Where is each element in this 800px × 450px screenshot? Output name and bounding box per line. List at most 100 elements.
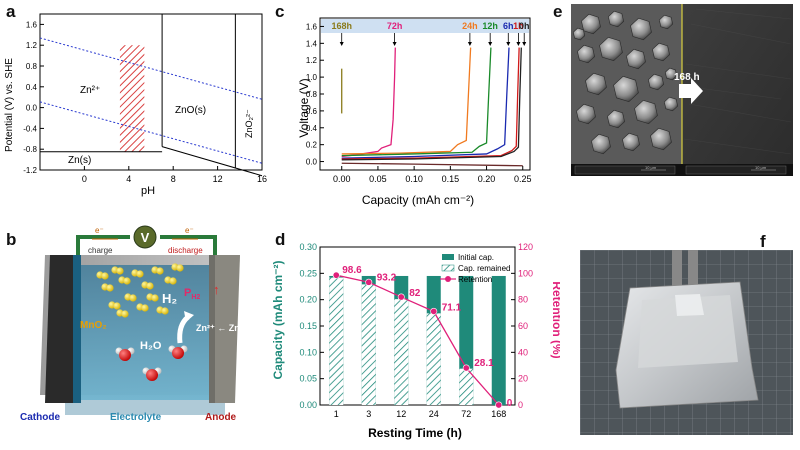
b-h2-bubble [116, 267, 124, 275]
panel-label-d: d [275, 230, 286, 249]
c-ytick-label: 0.2 [306, 141, 318, 150]
a-ytick-label: -1.2 [23, 166, 37, 175]
d-ytick-left-label: 0.00 [299, 400, 317, 410]
d-retention-label: 82 [409, 288, 421, 299]
d-legend-retention-marker [445, 276, 451, 282]
panel-label-a: a [6, 2, 16, 21]
b-charge: charge [88, 246, 113, 255]
c-ytick-label: 0.6 [306, 107, 318, 116]
c-time-label: 24h [462, 21, 478, 31]
b-up-arrow: ↑ [213, 282, 220, 297]
d-ytick-right-label: 80 [518, 295, 528, 305]
c-series-0h [341, 47, 522, 161]
d-retention-point [332, 271, 340, 279]
a-region-zno2: ZnO₂²⁻ [244, 109, 254, 138]
d-ytick-left-label: 0.20 [299, 295, 317, 305]
e-168h-label: 168 h [674, 72, 700, 83]
e-crystal [599, 36, 623, 62]
d-legend-retention: Retention [458, 275, 492, 284]
b-h2o: H₂O [140, 340, 162, 352]
c-frame [319, 17, 531, 171]
a-xtick-label: 12 [213, 174, 223, 184]
e-crystal [576, 103, 596, 125]
b-h2-bubble [161, 307, 169, 315]
b-h2-bubble [129, 294, 137, 302]
a-ytick-label: -0.4 [23, 124, 37, 133]
pourbaix-diagram: 0 4 8 12 16 1.6 1.2 0.8 0.4 0.0 -0.4 -0.8 -1.2 Poten… [4, 13, 267, 197]
e-crystal [658, 14, 674, 30]
e-scale-left: 10 μm [645, 165, 657, 170]
d-ytick-left-label: 0.25 [299, 268, 317, 278]
a-hatched-region [119, 45, 145, 152]
d-legend-initial: Initial cap. [458, 253, 494, 262]
a-ytick-label: -0.8 [23, 145, 37, 154]
e-crystal [577, 44, 595, 64]
a-ytick-label: 0.8 [26, 62, 38, 71]
b-h2-bubble [176, 264, 184, 272]
d-retention-point [462, 364, 470, 372]
panel-label-e: e [553, 2, 563, 21]
a-region-zn2: Zn²⁺ [80, 85, 100, 96]
d-retention-point [397, 293, 405, 301]
d-retention-point [430, 307, 438, 315]
c-series-72h [341, 47, 396, 158]
a-boundary-line [161, 146, 263, 177]
c-ytick-label: 0.8 [306, 90, 318, 99]
sem-image: 10 μm 10 μm 168 h [571, 4, 793, 176]
d-retention-label: 98.6 [342, 265, 362, 276]
d-bar-remained [459, 368, 474, 405]
e-crystal [607, 109, 625, 129]
d-ytick-left-label: 0.10 [299, 347, 317, 357]
d-ytick-right-label: 40 [518, 347, 528, 357]
a-region-zn: Zn(s) [68, 155, 91, 166]
d-retention-line [336, 274, 500, 406]
panel-label-b: b [6, 230, 17, 249]
cell-schematic: V e⁻ e⁻ charge discharge H₂ PH2 ↑ Zn²⁺ ←… [20, 225, 240, 423]
c-time-arrowhead [339, 42, 344, 46]
b-h2-bubble [113, 302, 121, 310]
b-cathode: Cathode [20, 412, 60, 423]
d-retention-label: 0 [507, 398, 513, 409]
b-h2-bubble [146, 282, 154, 290]
d-ytick-right-label: 20 [518, 374, 528, 384]
a-xtick-label: 0 [82, 174, 87, 184]
e-crystal [648, 73, 664, 91]
a-frame [39, 13, 263, 171]
a-ytick-label: 0.4 [26, 83, 38, 92]
d-xtick-label: 12 [396, 409, 406, 419]
d-ytick-right-label: 0 [518, 400, 523, 410]
e-crystal [613, 75, 639, 103]
b-zn-reaction: Zn²⁺ ← Zn [196, 323, 240, 333]
sem-micrograph: 10 μm 10 μm 168 h [571, 4, 793, 176]
a-region-zno: ZnO(s) [175, 105, 206, 116]
a-xtick-label: 8 [171, 174, 176, 184]
d-xtick-label: 72 [461, 409, 471, 419]
c-ytick-label: 0.4 [306, 124, 318, 133]
c-label-band [321, 19, 529, 33]
b-voltmeter: V [141, 230, 150, 245]
c-xtick-label: 0.00 [333, 174, 351, 184]
d-ytick-left-label: 0.05 [299, 374, 317, 384]
b-h2-bubble [156, 267, 164, 275]
c-time-arrowhead [488, 42, 493, 46]
a-xlabel: pH [141, 185, 155, 197]
d-ytick-right-label: 100 [518, 268, 533, 278]
d-ytick-left-label: 0.15 [299, 321, 317, 331]
e-crystal [608, 10, 624, 28]
c-ytick-label: 1.0 [306, 73, 318, 82]
c-series-6h [341, 47, 510, 159]
panel-label-f: f [760, 232, 766, 251]
c-series-24h [341, 47, 472, 155]
c-time-label: 12h [482, 21, 498, 31]
c-ytick-label: 1.6 [306, 22, 318, 31]
b-ph2: PH2 [184, 287, 200, 301]
a-ytick-label: 1.2 [26, 41, 38, 50]
b-h2-bubble [123, 277, 131, 285]
d-bar-remained [394, 299, 409, 405]
panel-label-c: c [275, 2, 285, 21]
b-water-o [172, 347, 184, 359]
c-xtick-label: 0.10 [405, 174, 423, 184]
c-ytick-label: 1.2 [306, 56, 318, 65]
c-xtick-label: 0.15 [442, 174, 460, 184]
